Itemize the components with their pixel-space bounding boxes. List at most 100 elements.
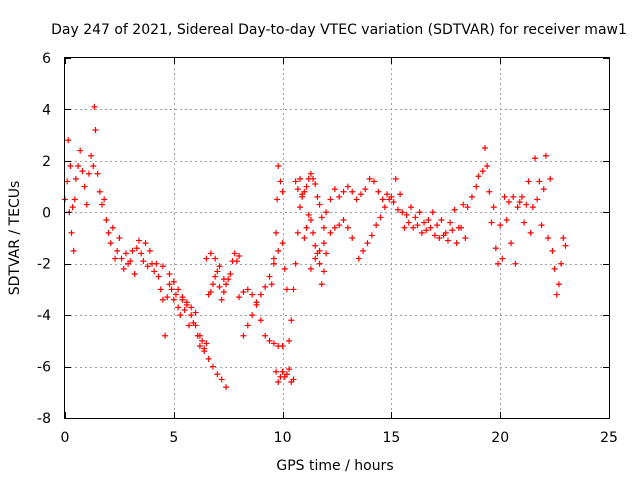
- data-point: [175, 286, 182, 293]
- data-point: [401, 224, 408, 231]
- data-point: [458, 224, 465, 231]
- data-point: [188, 304, 195, 311]
- data-point: [357, 191, 364, 198]
- data-point: [257, 317, 264, 324]
- data-point: [118, 255, 125, 262]
- chart-title: Day 247 of 2021, Sidereal Day-to-day VTE…: [51, 22, 627, 38]
- data-point: [64, 178, 71, 185]
- x-axis-label: GPS time / hours: [276, 458, 393, 474]
- data-point: [218, 376, 225, 383]
- data-point: [166, 271, 173, 277]
- data-point: [310, 175, 317, 182]
- data-point: [290, 286, 297, 293]
- data-point: [249, 312, 256, 319]
- data-point: [447, 219, 454, 226]
- data-point: [438, 217, 445, 223]
- y-tick-label: 6: [42, 51, 51, 67]
- data-point: [312, 255, 319, 262]
- data-point: [162, 332, 169, 339]
- x-tick-label: 15: [382, 430, 400, 446]
- data-series-maw1: [62, 103, 569, 391]
- data-point: [451, 206, 458, 213]
- data-point: [310, 229, 317, 236]
- data-point: [562, 242, 569, 249]
- data-point: [349, 235, 356, 241]
- data-point: [70, 247, 77, 254]
- data-point: [490, 204, 497, 211]
- data-point: [355, 255, 362, 262]
- data-point: [240, 289, 247, 295]
- data-point: [114, 247, 121, 254]
- data-point: [201, 345, 208, 352]
- data-point: [192, 322, 199, 329]
- data-point: [353, 196, 360, 203]
- data-point: [449, 227, 456, 234]
- data-point: [186, 322, 193, 329]
- data-point: [327, 229, 334, 236]
- data-point: [196, 343, 203, 349]
- data-point: [379, 196, 386, 203]
- data-point: [314, 193, 321, 200]
- data-point: [196, 332, 203, 339]
- data-point: [94, 170, 101, 177]
- data-point: [501, 193, 508, 200]
- data-point: [453, 240, 460, 247]
- data-point: [434, 222, 441, 229]
- data-point: [223, 384, 230, 391]
- data-point: [529, 204, 536, 211]
- data-point: [407, 204, 414, 211]
- data-point: [270, 255, 277, 262]
- data-point: [91, 103, 98, 110]
- data-point: [172, 291, 179, 298]
- data-point: [307, 217, 314, 223]
- data-point: [362, 186, 369, 193]
- data-point: [316, 247, 323, 254]
- data-point: [290, 376, 297, 383]
- data-point: [340, 217, 347, 223]
- data-point: [140, 258, 147, 265]
- data-point: [75, 163, 82, 169]
- data-point: [331, 186, 338, 193]
- data-point: [279, 240, 286, 247]
- data-point: [220, 276, 227, 283]
- data-point: [549, 247, 556, 254]
- axis-ticks: 0 5 10 15 20 25 -8 -6 -4 -2 0 2 4 6: [37, 51, 618, 446]
- data-point: [122, 250, 129, 257]
- data-point: [312, 242, 319, 249]
- data-point: [303, 224, 310, 231]
- data-point: [286, 337, 293, 344]
- data-point: [344, 183, 351, 190]
- data-point: [364, 240, 371, 247]
- data-point: [151, 268, 158, 275]
- data-point: [203, 255, 210, 262]
- data-point: [231, 250, 238, 257]
- data-point: [323, 250, 330, 257]
- data-point: [253, 299, 260, 306]
- data-point: [381, 204, 388, 211]
- data-point: [336, 193, 343, 200]
- data-point: [416, 209, 423, 216]
- data-point: [85, 170, 92, 177]
- data-point: [273, 368, 280, 375]
- data-point: [344, 224, 351, 231]
- data-point: [69, 204, 76, 211]
- data-point: [545, 235, 552, 241]
- data-point: [266, 337, 273, 344]
- data-point: [214, 268, 221, 275]
- data-point: [405, 219, 412, 226]
- data-point: [107, 240, 114, 247]
- y-tick-label: 0: [42, 205, 51, 221]
- data-point: [495, 260, 502, 267]
- data-point: [146, 247, 153, 254]
- data-point: [71, 196, 78, 203]
- data-point: [532, 155, 539, 162]
- data-point: [275, 247, 282, 254]
- data-point: [227, 271, 234, 277]
- data-point: [170, 278, 177, 285]
- y-axis-label: SDTVAR / TECUs: [7, 181, 23, 296]
- data-point: [249, 291, 256, 298]
- data-point: [297, 175, 304, 182]
- data-point: [262, 332, 269, 339]
- data-point: [421, 219, 428, 226]
